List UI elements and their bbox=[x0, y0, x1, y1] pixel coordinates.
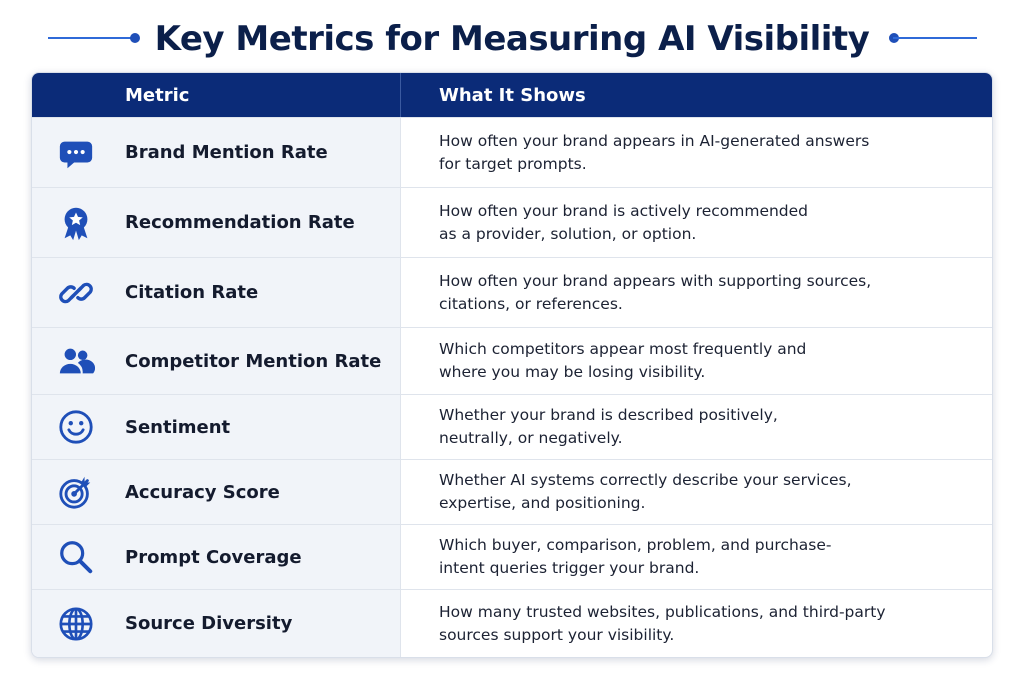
description-cell: Whether your brand is described positive… bbox=[401, 395, 992, 459]
metric-cell: Competitor Mention Rate bbox=[32, 328, 401, 394]
metric-cell: Prompt Coverage bbox=[32, 525, 401, 589]
metric-name: Accuracy Score bbox=[125, 481, 280, 503]
header-what-it-shows: What It Shows bbox=[439, 84, 586, 106]
table-header: Metric What It Shows bbox=[32, 73, 992, 117]
metric-cell: Sentiment bbox=[32, 395, 401, 459]
metric-name: Prompt Coverage bbox=[125, 546, 302, 568]
table-row: Citation Rate How often your brand appea… bbox=[32, 257, 992, 327]
table-row: Accuracy Score Whether AI systems correc… bbox=[32, 459, 992, 524]
table-row: Prompt Coverage Which buyer, comparison,… bbox=[32, 524, 992, 589]
award-badge-icon bbox=[56, 203, 96, 243]
users-icon bbox=[56, 341, 96, 381]
title-decoration-right bbox=[893, 37, 977, 39]
metric-name: Source Diversity bbox=[125, 613, 293, 634]
metric-description: Whether AI systems correctly describe yo… bbox=[439, 471, 852, 512]
description-cell: Whether AI systems correctly describe yo… bbox=[401, 460, 992, 524]
header-metric: Metric bbox=[32, 73, 401, 117]
chat-bubble-icon bbox=[56, 133, 96, 173]
title-row: Key Metrics for Measuring AI Visibility bbox=[0, 12, 1024, 66]
metric-description: How often your brand appears in AI-gener… bbox=[439, 131, 870, 173]
metric-name: Brand Mention Rate bbox=[125, 142, 328, 163]
description-cell: How often your brand is actively recomme… bbox=[401, 188, 992, 257]
metric-cell: Brand Mention Rate bbox=[32, 118, 401, 187]
description-cell: Which buyer, comparison, problem, and pu… bbox=[401, 525, 992, 589]
description-cell: How often your brand appears in AI-gener… bbox=[401, 118, 992, 187]
search-icon bbox=[56, 537, 96, 577]
table-row: Recommendation Rate How often your brand… bbox=[32, 187, 992, 257]
metric-description: Whether your brand is described positive… bbox=[439, 406, 778, 447]
description-cell: How many trusted websites, publications,… bbox=[401, 590, 992, 657]
metric-description: How often your brand appears with suppor… bbox=[439, 271, 872, 313]
description-cell: Which competitors appear most frequently… bbox=[401, 328, 992, 394]
smiley-icon bbox=[56, 407, 96, 447]
metric-cell: Citation Rate bbox=[32, 258, 401, 327]
metric-name: Competitor Mention Rate bbox=[125, 350, 382, 372]
metric-cell: Source Diversity bbox=[32, 590, 401, 657]
metric-description: Which competitors appear most frequently… bbox=[439, 340, 807, 381]
title-decoration-left bbox=[48, 37, 134, 39]
metrics-table: Metric What It Shows Brand Mention Rate … bbox=[31, 72, 993, 658]
table-row: Brand Mention Rate How often your brand … bbox=[32, 117, 992, 187]
description-cell: How often your brand appears with suppor… bbox=[401, 258, 992, 327]
metric-name: Sentiment bbox=[125, 416, 231, 438]
metric-cell: Accuracy Score bbox=[32, 460, 401, 524]
table-row: Source Diversity How many trusted websit… bbox=[32, 589, 992, 657]
metric-description: How often your brand is actively recomme… bbox=[439, 201, 809, 243]
title-decoration-dot-left bbox=[130, 33, 140, 43]
page-title: Key Metrics for Measuring AI Visibility bbox=[154, 19, 870, 59]
link-icon bbox=[56, 273, 96, 313]
metric-description: How many trusted websites, publications,… bbox=[439, 602, 886, 644]
metric-cell: Recommendation Rate bbox=[32, 188, 401, 257]
metric-name: Citation Rate bbox=[125, 282, 259, 303]
target-icon bbox=[56, 472, 96, 512]
table-row: Sentiment Whether your brand is describe… bbox=[32, 394, 992, 459]
table-row: Competitor Mention Rate Which competitor… bbox=[32, 327, 992, 394]
globe-icon bbox=[56, 604, 96, 644]
metric-description: Which buyer, comparison, problem, and pu… bbox=[439, 536, 832, 577]
metric-name: Recommendation Rate bbox=[125, 212, 355, 233]
